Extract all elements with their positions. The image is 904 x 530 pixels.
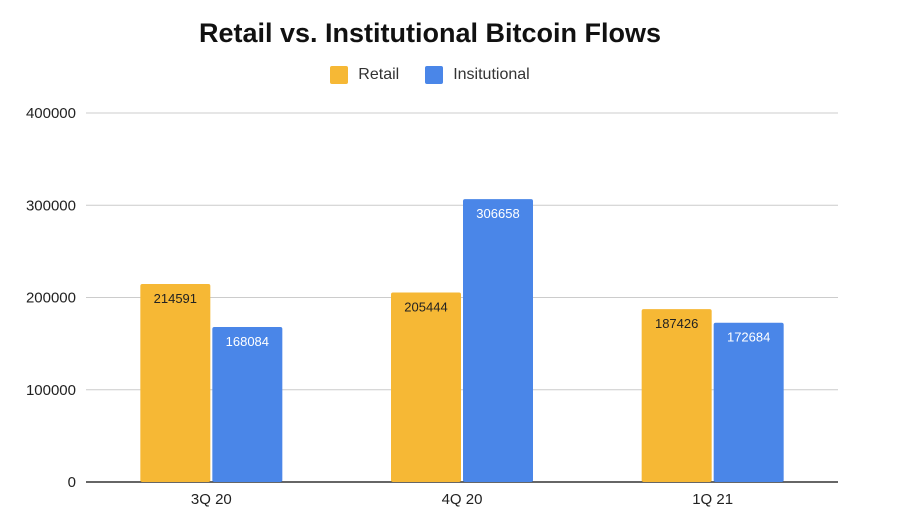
chart-title: Retail vs. Institutional Bitcoin Flows [198, 18, 662, 48]
data-label-retail-3q-20: 214591 [154, 291, 197, 306]
x-tick-label-4q-20: 4Q 20 [442, 491, 483, 508]
data-label-retail-4q-20: 205444 [404, 299, 447, 314]
x-tick-label-3q-20: 3Q 20 [191, 491, 232, 508]
y-tick-label-300000: 300000 [26, 197, 76, 214]
y-tick-label-200000: 200000 [26, 290, 76, 307]
bar-retail-1q-21 [641, 309, 712, 482]
legend-label-retail: Retail [358, 66, 400, 83]
bar-insitutional-4q-20 [463, 199, 533, 482]
y-tick-label-100000: 100000 [26, 382, 76, 399]
data-label-insitutional-3q-20: 168084 [226, 334, 269, 349]
data-label-insitutional-4q-20: 306658 [476, 206, 519, 221]
bar-insitutional-1q-21 [713, 322, 784, 482]
chart-legend: Retail Insitutional [0, 66, 860, 84]
legend-swatch-retail [330, 66, 349, 84]
bar-insitutional-3q-20 [212, 326, 283, 482]
x-tick-label-1q-21: 1Q 21 [692, 491, 733, 508]
data-label-insitutional-1q-21: 172684 [727, 330, 770, 345]
legend-label-institutional: Insitutional [453, 66, 530, 83]
legend-entry-retail: Retail [330, 66, 399, 84]
data-label-retail-1q-21: 187426 [655, 316, 698, 331]
bar-retail-3q-20 [140, 284, 211, 482]
legend-entry-institutional: Insitutional [425, 66, 530, 84]
y-tick-label-0: 0 [68, 474, 76, 491]
y-tick-label-400000: 400000 [26, 105, 76, 122]
legend-swatch-institutional [425, 66, 444, 84]
bar-retail-4q-20 [391, 292, 461, 482]
